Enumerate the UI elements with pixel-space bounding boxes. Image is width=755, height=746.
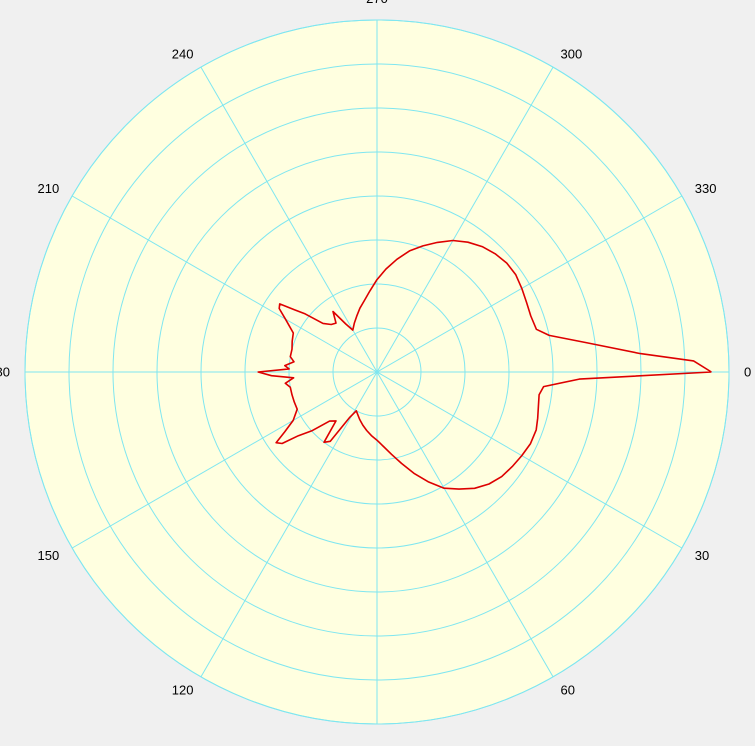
angle-tick-label: 210 xyxy=(37,181,59,196)
angle-spoke xyxy=(71,195,378,373)
angle-tick-label: 60 xyxy=(561,682,575,697)
angle-tick-label: 270 xyxy=(366,0,388,6)
angle-spoke xyxy=(376,371,683,549)
angle-tick-label: 30 xyxy=(695,548,709,563)
series-line xyxy=(257,239,712,490)
angle-tick-label: 150 xyxy=(37,548,59,563)
angle-tick-label: 330 xyxy=(695,181,717,196)
angular-gridlines xyxy=(25,20,729,724)
angle-spoke xyxy=(71,371,378,549)
angle-tick-label: 300 xyxy=(561,47,583,62)
data-series xyxy=(257,239,712,490)
angle-tick-label: 240 xyxy=(172,47,194,62)
angle-tick-label: 120 xyxy=(172,682,194,697)
angle-tick-label: 0 xyxy=(744,365,751,380)
angle-spoke xyxy=(376,195,683,373)
angle-spoke xyxy=(376,371,554,678)
angle-tick-label: 180 xyxy=(0,365,10,380)
angle-spoke xyxy=(200,66,378,373)
angle-spoke xyxy=(376,66,554,373)
angle-spoke xyxy=(200,371,378,678)
